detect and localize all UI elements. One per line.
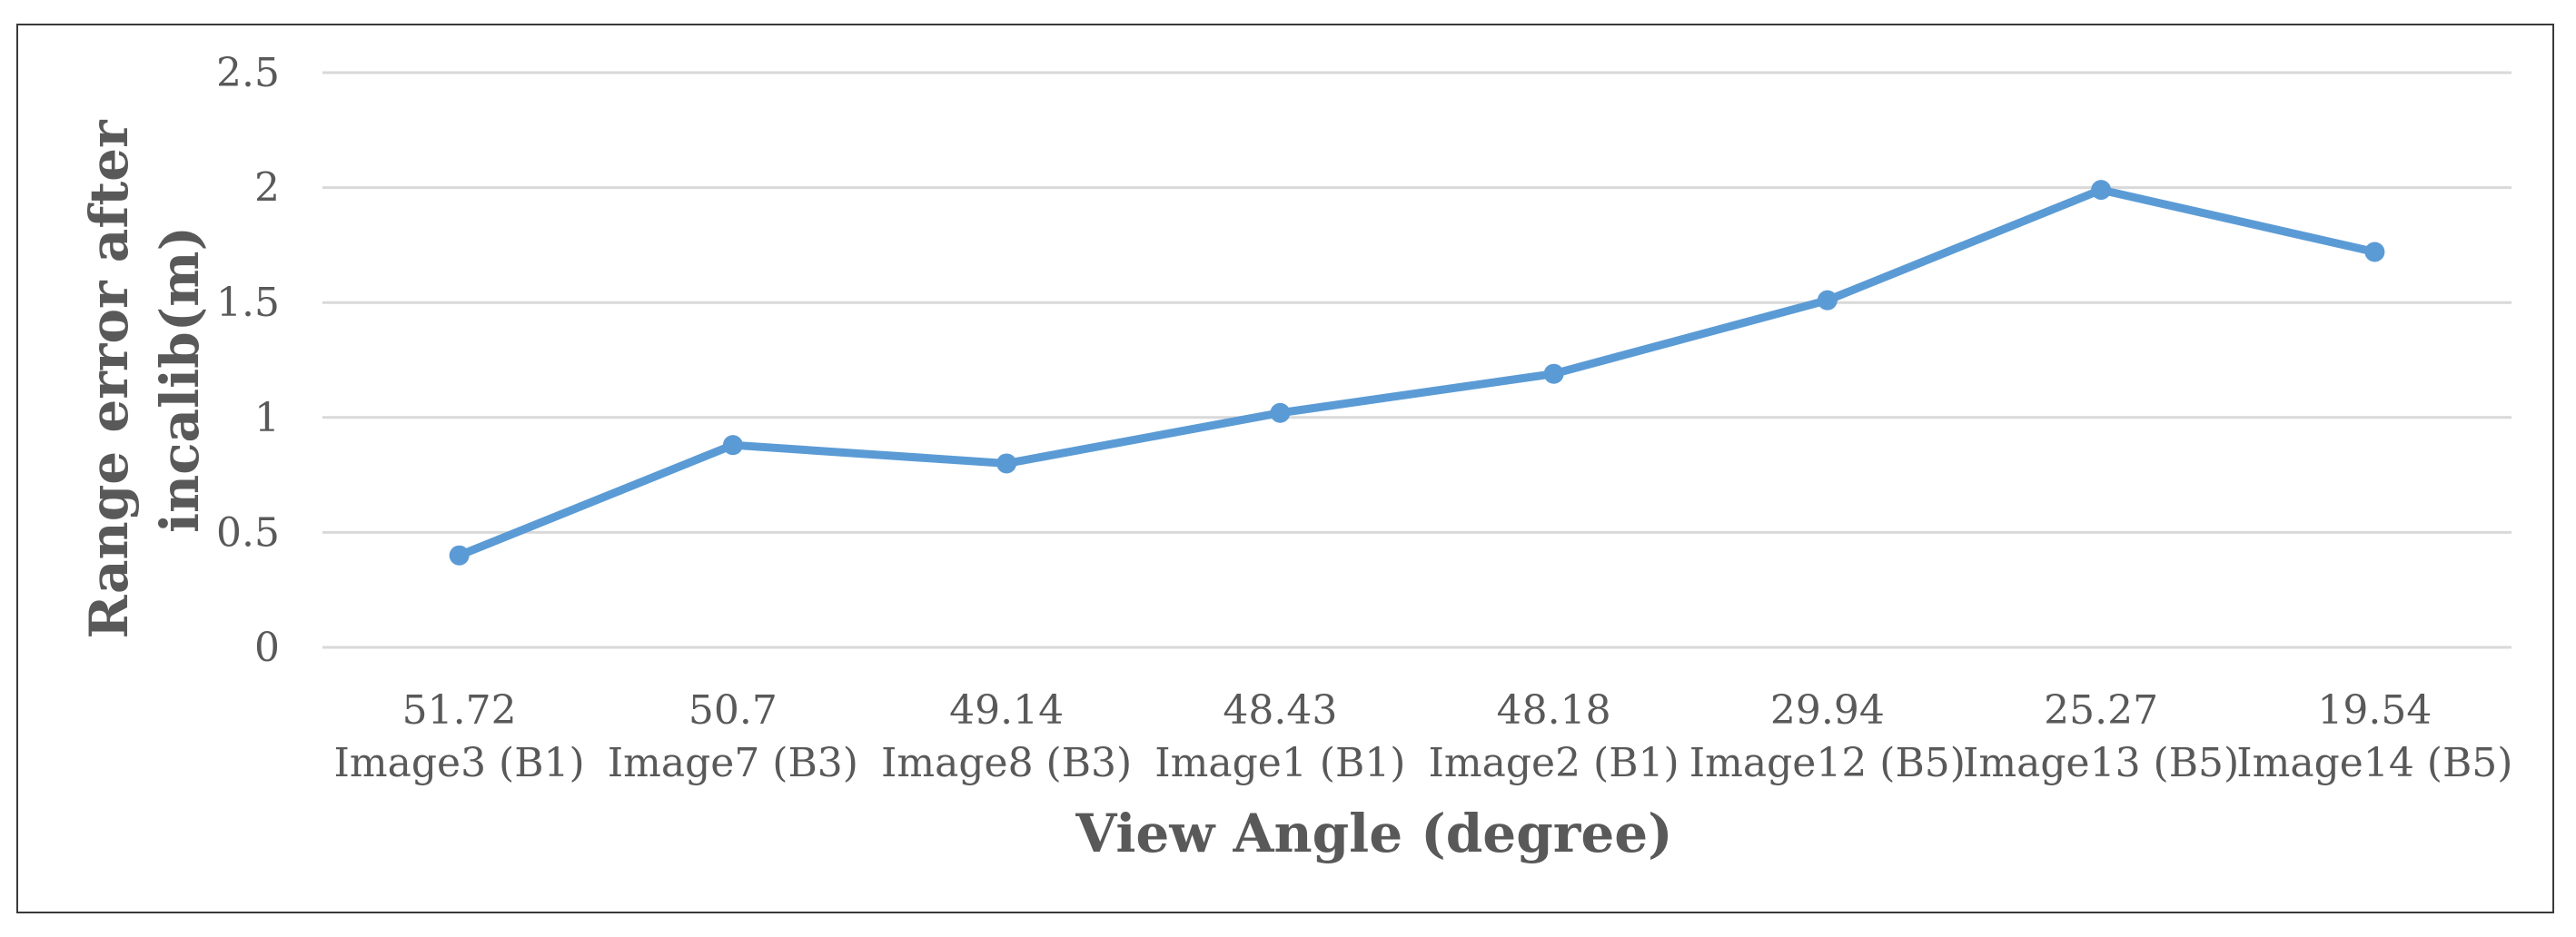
x-axis-title: View Angle (degree) (1075, 803, 1672, 864)
x-tick-label-image: Image7 (B3) (608, 740, 858, 786)
data-point (722, 435, 743, 456)
x-tick-label-image: Image13 (B5) (1963, 740, 2239, 786)
x-tick-label-angle: 25.27 (2044, 687, 2158, 734)
x-tick-label-image: Image2 (B1) (1429, 740, 1679, 786)
data-point (2364, 242, 2385, 262)
gridlines (322, 71, 2512, 649)
y-tick-label: 2.5 (216, 50, 280, 96)
x-axis-ticks: 51.72 Image3 (B1) 50.7 Image7 (B3) 49.14 Imag… (334, 687, 2513, 786)
x-tick-label-image: Image1 (B1) (1154, 740, 1405, 786)
data-point (1543, 363, 1564, 384)
x-tick-label-angle: 51.72 (402, 687, 517, 734)
y-axis-title-line-2: incalib(m) (149, 226, 211, 533)
data-point (1817, 290, 1838, 311)
chart-frame (16, 24, 2554, 913)
x-tick-label-angle: 29.94 (1770, 687, 1885, 734)
data-point (2091, 180, 2112, 201)
x-tick-label-image: Image8 (B3) (881, 740, 1132, 786)
x-tick-label-angle: 48.43 (1223, 687, 1337, 734)
y-tick-label: 1 (254, 395, 280, 441)
y-tick-label: 2 (254, 165, 280, 212)
data-point (449, 545, 470, 566)
series-line (455, 185, 2379, 560)
x-tick-label-image: Image14 (B5) (2236, 740, 2512, 786)
y-tick-label: 0.5 (216, 509, 280, 556)
series (449, 180, 2385, 566)
x-tick-label-angle: 19.54 (2317, 687, 2432, 734)
data-point (996, 453, 1017, 474)
x-tick-label-angle: 48.18 (1497, 687, 1611, 734)
x-tick-label-angle: 50.7 (689, 687, 778, 734)
y-tick-label: 1.5 (216, 280, 280, 326)
x-tick-label-image: Image12 (B5) (1689, 740, 1966, 786)
x-tick-label-image: Image3 (B1) (334, 740, 585, 786)
y-axis-ticks: 0 0.5 1 1.5 2 2.5 (216, 50, 280, 671)
x-tick-label-angle: 49.14 (949, 687, 1064, 734)
y-axis-title-line-1: Range error after (78, 119, 140, 639)
y-tick-label: 0 (254, 625, 280, 671)
data-point (1270, 402, 1291, 423)
